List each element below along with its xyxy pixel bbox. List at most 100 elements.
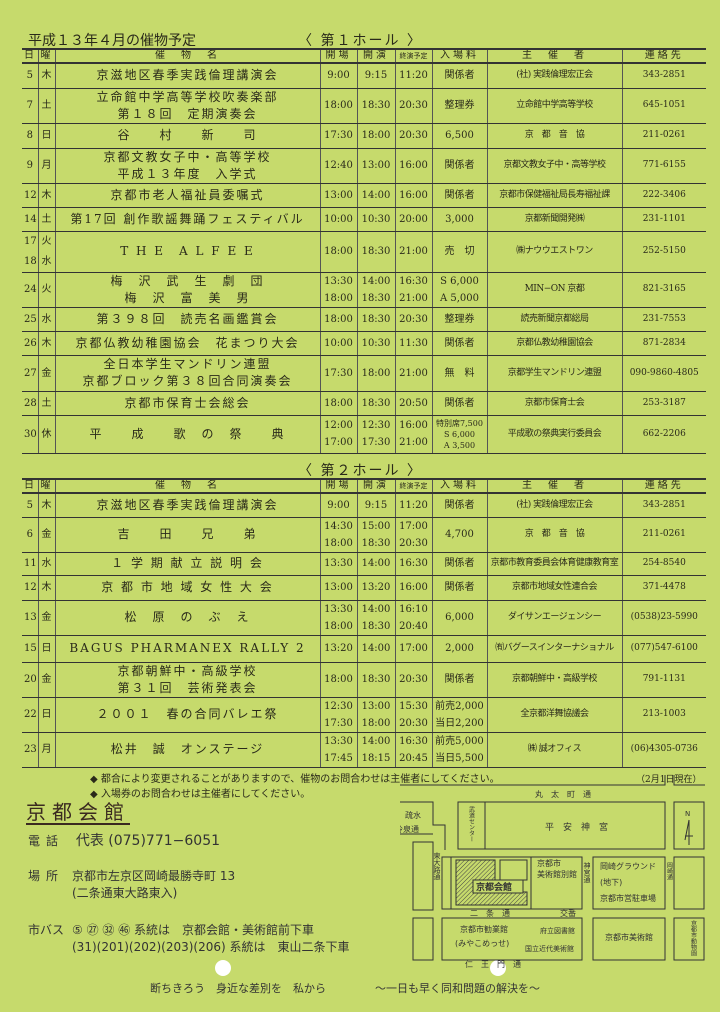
cell-start: 18:30 [356,662,395,698]
cell-start: 18:00 [356,123,395,149]
cell-day: 22 [22,697,38,733]
table-row: 11 水 １ 学 期 献 立 説 明 会 13:30 14:00 16:30 関係者 京都市教… [22,552,706,576]
cell-start: 9:15 [356,63,395,89]
cell-tel: (0538)23-5990 [621,600,706,636]
cell-day: 24 [22,272,38,308]
cell-name: 第17回 創作歌謡舞踊フェスティバル [54,207,320,232]
note-1: ◆ 都合により変更されることがありますので、催物のお問合わせは主催者にしてくださ… [90,774,500,785]
cell-org: 京都市教育委員会体育健康教育室 [486,552,622,576]
cell-end: 20:30 [394,88,432,124]
cell-end: 16:30 [394,552,432,576]
cell-start: 14:00 [356,183,395,208]
cell-tel: 371-4478 [621,575,706,601]
cell-fee: 関係者 [431,331,487,356]
cell-tel: 211-0261 [621,517,706,553]
cell-fee: 無 料 [431,355,487,392]
cell-open: 13:30 [319,552,357,576]
map-label: 武道センター [468,805,475,842]
map-label: 京都市美術館 [605,932,653,942]
cell-dow: 火 水 [37,231,55,273]
phone-label: 電話 [28,834,65,848]
cell-dow: 木 [37,63,55,89]
map-label: 岡崎グラウンド [600,861,656,871]
cell-day: 28 [22,391,38,416]
cell-start: 18:30 [356,307,395,332]
cell-end: 16:00 [394,148,432,184]
venue-name: 京都会館 [26,800,130,824]
cell-org: (社) 実践倫理宏正会 [486,493,622,518]
map-label: 京都会館 [476,881,512,893]
cell-tel: 821-3165 [621,272,706,308]
cell-name: 立命館中学高等学校吹奏楽部 第１８回 定期演奏会 [54,88,320,124]
cell-day: 11 [22,552,38,576]
cell-end: 16:30 21:00 [394,272,432,308]
cell-open: 10:00 [319,331,357,356]
cell-open: 18:00 [319,391,357,416]
cell-dow: 水 [37,307,55,332]
table-row: 12 木京都市老人福祉員委嘱式 13:00 14:00 16:00 関係者 京都市保健福祉局… [22,183,706,208]
cell-org: 京都市地域女性連合会 [486,575,622,601]
cell-day: 20 [22,662,38,698]
map-label: 平 安 神 宮 [545,821,608,833]
map-label: 冷泉通 [400,824,419,834]
table-row: 12 木京 都 市 地 域 女 性 大 会 13:00 13:20 16:00 関係者 京都… [22,575,706,601]
cell-end: 21:00 [394,231,432,273]
table-row: 25 水第３９８回 読売名画鑑賞会 18:00 18:30 20:30 整理券 読売新聞京都… [22,307,706,332]
cell-end: 15:30 20:30 [394,697,432,733]
note-2: ◆ 入場券のお問合わせは主催者にしてください。 [90,789,311,800]
table-row: 5 木京滋地区春季実践倫理講演会 9:00 9:15 11:20 関係者 (社) 実践倫理宏… [22,63,706,89]
cell-tel: 645-1051 [621,88,706,124]
address: 京都市左京区岡崎最勝寺町 13 [72,869,236,883]
cell-fee: 2,000 [431,635,487,663]
cell-start: 14:00 18:15 [356,732,395,768]
cell-org: 京 都 音 協 [486,123,622,149]
col-end: 終演予定 [394,478,432,494]
cell-name: 京滋地区春季実践倫理講演会 [54,63,320,89]
col-start: 開演 [356,48,395,64]
page-title: 平成１３年４月の催物予定 [28,33,196,49]
cell-open: 9:00 [319,493,357,518]
cell-dow: 木 [37,493,55,518]
cell-end: 17:00 20:30 [394,517,432,553]
cell-fee: 関係者 [431,183,487,208]
cell-start: 14:00 18:30 [356,272,395,308]
col-name: 催 物 名 [54,48,320,64]
cell-tel: 343-2851 [621,63,706,89]
cell-start: 15:00 18:30 [356,517,395,553]
cell-start: 18:30 [356,231,395,273]
cell-day: 23 [22,732,38,768]
cell-dow: 土 [37,391,55,416]
cell-end: 20:30 [394,123,432,149]
cell-end: 16:10 20:40 [394,600,432,636]
cell-name: 松 原 の ぶ え [54,600,320,636]
col-open: 開場 [319,478,357,494]
phone-number: 代表 (075)771−6051 [75,833,221,849]
cell-tel: 253-3187 [621,391,706,416]
table-header-row: 日 曜 催 物 名 開場 開演 終演予定 入場料 主 催 者 連絡先 [22,478,706,494]
map-label: 岡崎通 [666,862,673,881]
cell-fee: 整理券 [431,307,487,332]
cell-org: ダイサンエージェンシー [486,600,622,636]
slogan-1: 断ちきろう 身近な差別を 私から [150,982,326,995]
cell-day: 12 [22,183,38,208]
cell-org: (社) 実践倫理宏正会 [486,63,622,89]
col-day: 日 [22,48,38,64]
table-header-row: 日 曜 催 物 名 開場 開演 終演予定 入場料 主 催 者 連絡先 [22,48,706,64]
cell-org: 京都市保健福祉局長寿福祉課 [486,183,622,208]
cell-fee: S 6,000 A 5,000 [431,272,487,308]
col-fee: 入場料 [431,48,487,64]
cell-dow: 金 [37,355,55,392]
cell-open: 13:30 18:00 [319,272,357,308]
cell-dow: 木 [37,331,55,356]
cell-name: 京滋地区春季実践倫理講演会 [54,493,320,518]
cell-end: 11:30 [394,331,432,356]
cell-open: 13:30 17:45 [319,732,357,768]
cell-start: 18:30 [356,391,395,416]
cell-tel: 254-8540 [621,552,706,576]
map-label: 美術館別館 [537,869,577,879]
table-row: 9 月京都文教女子中・高等学校 平成１３年度 入学式 12:40 13:00 16:00… [22,148,706,184]
table-row: 5 木京滋地区春季実践倫理講演会 9:00 9:15 11:20 関係者 (社) 実践倫理宏… [22,493,706,518]
cell-dow: 金 [37,517,55,553]
